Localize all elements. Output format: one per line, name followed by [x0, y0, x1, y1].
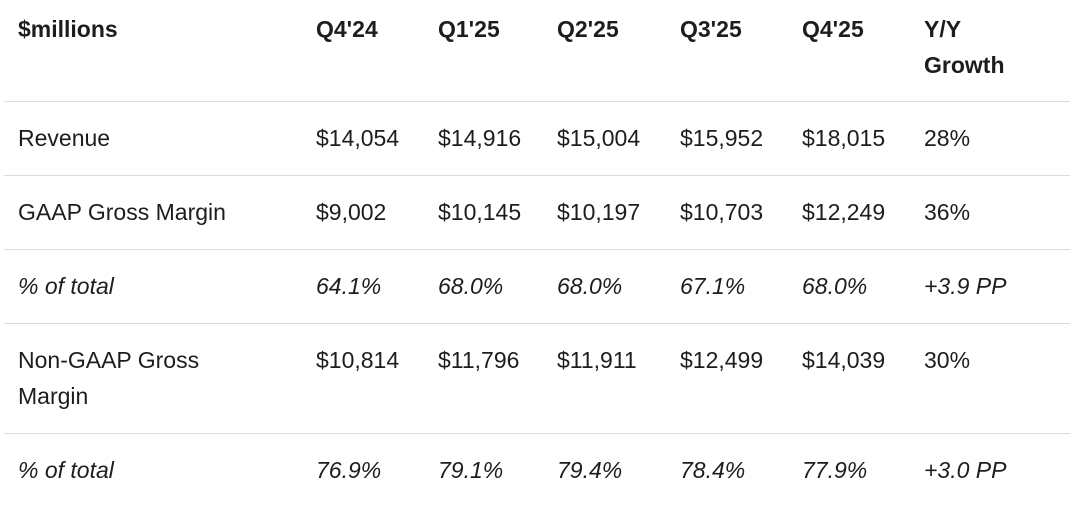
data-cell: 36%	[924, 176, 1070, 250]
header-cell: Q2'25	[557, 0, 680, 102]
data-cell: $10,814	[316, 324, 438, 434]
data-cell: $14,054	[316, 102, 438, 176]
row-label: Non-GAAP Gross Margin	[4, 324, 316, 434]
data-cell: $14,916	[438, 102, 557, 176]
table-row: Revenue$14,054$14,916$15,004$15,952$18,0…	[4, 102, 1070, 176]
row-label: % of total	[4, 250, 316, 324]
data-cell: $14,039	[802, 324, 924, 434]
row-label: % of total	[4, 434, 316, 507]
data-cell: 30%	[924, 324, 1070, 434]
header-cell: Y/Y Growth	[924, 0, 1070, 102]
row-label: Revenue	[4, 102, 316, 176]
header-cell: Q1'25	[438, 0, 557, 102]
data-cell: $15,004	[557, 102, 680, 176]
data-cell: 68.0%	[557, 250, 680, 324]
data-cell: $12,499	[680, 324, 802, 434]
data-cell: $12,249	[802, 176, 924, 250]
table-row: Non-GAAP Gross Margin$10,814$11,796$11,9…	[4, 324, 1070, 434]
data-cell: 79.1%	[438, 434, 557, 507]
data-cell: 78.4%	[680, 434, 802, 507]
data-cell: 64.1%	[316, 250, 438, 324]
data-cell: +3.0 PP	[924, 434, 1070, 507]
header-cell: $millions	[4, 0, 316, 102]
data-cell: $10,703	[680, 176, 802, 250]
header-cell: Q4'24	[316, 0, 438, 102]
data-cell: 79.4%	[557, 434, 680, 507]
table-body: Revenue$14,054$14,916$15,004$15,952$18,0…	[4, 102, 1070, 507]
data-cell: 67.1%	[680, 250, 802, 324]
data-cell: $18,015	[802, 102, 924, 176]
data-cell: $10,197	[557, 176, 680, 250]
data-cell: 68.0%	[438, 250, 557, 324]
data-cell: $9,002	[316, 176, 438, 250]
data-cell: 76.9%	[316, 434, 438, 507]
data-cell: 68.0%	[802, 250, 924, 324]
data-cell: 28%	[924, 102, 1070, 176]
row-label: GAAP Gross Margin	[4, 176, 316, 250]
header-cell: Q3'25	[680, 0, 802, 102]
header-cell: Q4'25	[802, 0, 924, 102]
data-cell: $15,952	[680, 102, 802, 176]
table-row: GAAP Gross Margin$9,002$10,145$10,197$10…	[4, 176, 1070, 250]
data-cell: +3.9 PP	[924, 250, 1070, 324]
data-cell: $11,796	[438, 324, 557, 434]
data-cell: 77.9%	[802, 434, 924, 507]
data-cell: $10,145	[438, 176, 557, 250]
data-cell: $11,911	[557, 324, 680, 434]
